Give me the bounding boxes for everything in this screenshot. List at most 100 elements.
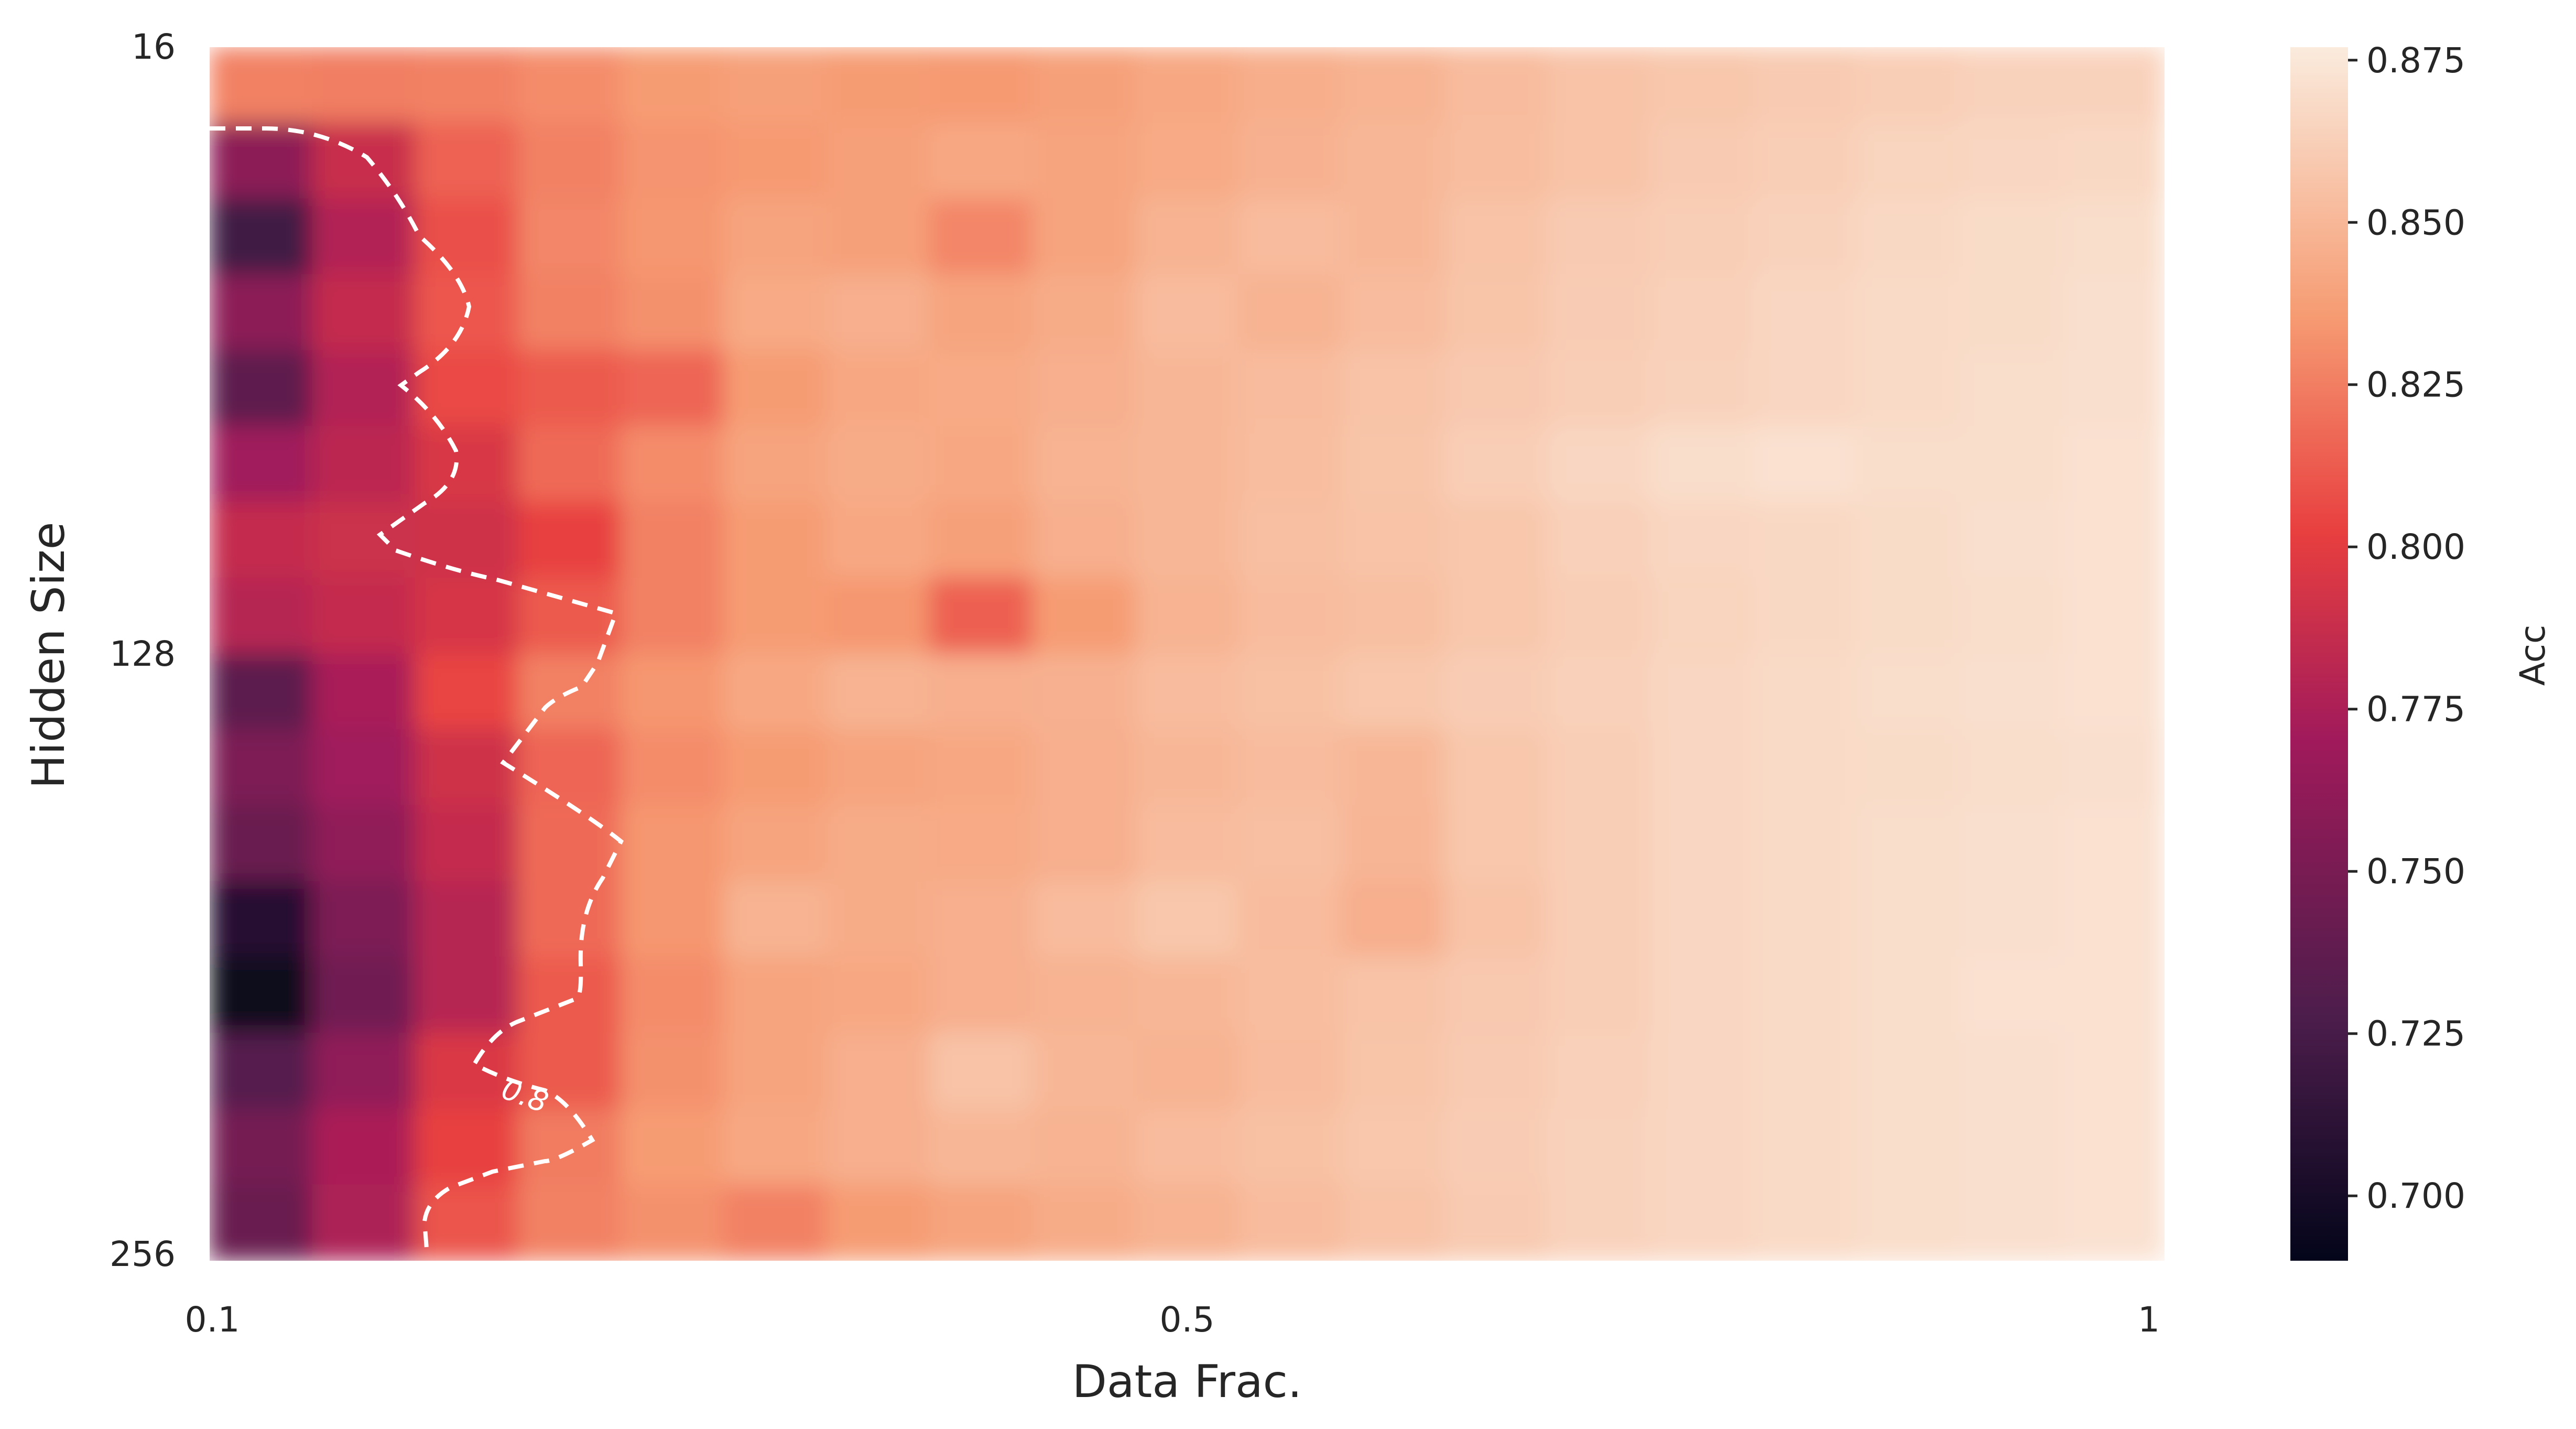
- heatmap-cell: [1135, 122, 1240, 200]
- heatmap-cell: [1649, 1108, 1754, 1186]
- heatmap-cell: [1649, 47, 1754, 124]
- heatmap-cell: [1135, 805, 1240, 882]
- heatmap-cell: [1341, 426, 1445, 503]
- heatmap-cell: [312, 653, 416, 731]
- heatmap-cell: [1443, 1184, 1548, 1261]
- heatmap-cell: [1855, 1108, 1960, 1186]
- x-tick-label-right: 1: [2138, 1300, 2160, 1340]
- heatmap-cell: [1032, 577, 1136, 655]
- heatmap-cell: [621, 957, 725, 1034]
- heatmap-cell: [621, 1108, 725, 1186]
- heatmap-cell: [2061, 577, 2165, 655]
- heatmap-cell: [312, 122, 416, 200]
- heatmap-cell: [517, 1032, 622, 1110]
- heatmap-cell: [517, 729, 622, 806]
- colorbar: 0.700 0.725 0.750 0.775 0.800 0.825 0.850 0.875…: [2290, 40, 2553, 1261]
- heatmap-cell: [621, 122, 725, 200]
- heatmap-cell: [210, 47, 313, 124]
- heatmap-cell: [723, 1032, 828, 1110]
- heatmap-cell: [621, 1032, 725, 1110]
- heatmap-cell: [1752, 957, 1856, 1034]
- colorbar-tick-label: 0.725: [2366, 1014, 2465, 1054]
- heatmap-cell: [1855, 274, 1960, 351]
- heatmap-cell: [1649, 805, 1754, 882]
- heatmap-cell: [1238, 274, 1342, 351]
- heatmap-cell: [415, 502, 519, 579]
- heatmap-cell: [621, 198, 725, 276]
- heatmap-cell: [210, 426, 313, 503]
- heatmap-cell: [1547, 502, 1651, 579]
- heatmap-cell: [1752, 350, 1856, 427]
- heatmap-cell: [723, 47, 828, 124]
- heatmap-cell: [1958, 729, 2062, 806]
- heatmap-cell: [1547, 1184, 1651, 1261]
- heatmap-cell: [621, 653, 725, 731]
- heatmap-cell: [2061, 729, 2165, 806]
- heatmap-cell: [1341, 502, 1445, 579]
- heatmap-cell: [517, 47, 622, 124]
- heatmap-cell: [1135, 653, 1240, 731]
- heatmap-cell: [517, 198, 622, 276]
- heatmap-cell: [1752, 274, 1856, 351]
- heatmap-cell: [1855, 502, 1960, 579]
- heatmap-cell: [210, 274, 313, 351]
- plot-area: 0.8: [210, 47, 2165, 1261]
- heatmap-cell: [1958, 805, 2062, 882]
- heatmap-cell: [621, 502, 725, 579]
- heatmap-cell: [1238, 1032, 1342, 1110]
- heatmap-cell: [1958, 1108, 2062, 1186]
- heatmap-cell: [621, 729, 725, 806]
- heatmap-cell: [723, 1108, 828, 1186]
- heatmap-cell: [826, 426, 931, 503]
- heatmap-cell: [1649, 729, 1754, 806]
- heatmap-cell: [1752, 426, 1856, 503]
- colorbar-title: Acc: [2513, 625, 2553, 686]
- heatmap-cell: [621, 47, 725, 124]
- x-tick-label-left: 0.1: [185, 1300, 240, 1340]
- heatmap-cell: [1855, 1032, 1960, 1110]
- heatmap-cell: [312, 47, 416, 124]
- heatmap-cell: [723, 577, 828, 655]
- heatmap-cell: [1032, 1184, 1136, 1261]
- heatmap-cell: [1032, 47, 1136, 124]
- heatmap-cell: [1032, 122, 1136, 200]
- heatmap-cell: [723, 426, 828, 503]
- heatmap-cell: [826, 805, 931, 882]
- heatmap-cell: [1649, 274, 1754, 351]
- heatmap-cell: [1238, 729, 1342, 806]
- heatmap-cell: [826, 729, 931, 806]
- heatmap-cell: [2061, 198, 2165, 276]
- heatmap-cell: [1547, 653, 1651, 731]
- colorbar-tick-label: 0.875: [2366, 40, 2465, 81]
- heatmap-cell: [1341, 653, 1445, 731]
- heatmap-cell: [1032, 274, 1136, 351]
- heatmap-cell: [312, 1184, 416, 1261]
- heatmap-cell: [415, 426, 519, 503]
- heatmap-cell: [1855, 653, 1960, 731]
- heatmap-cell: [929, 274, 1034, 351]
- heatmap-cell: [1547, 47, 1651, 124]
- heatmap-cell: [1032, 653, 1136, 731]
- heatmap-cell: [210, 122, 313, 200]
- heatmap-cell: [1341, 350, 1445, 427]
- heatmap-cell: [723, 729, 828, 806]
- heatmap-cell: [415, 957, 519, 1034]
- colorbar-tick-label: 0.850: [2366, 202, 2465, 243]
- heatmap-cell: [2061, 350, 2165, 427]
- contour-line-0.8: [210, 126, 624, 1256]
- heatmap-cell: [723, 957, 828, 1034]
- heatmap-cell: [517, 274, 622, 351]
- colorbar-tick-label: 0.750: [2366, 851, 2465, 892]
- heatmap-cell: [1238, 1184, 1342, 1261]
- heatmap-cell: [929, 1184, 1034, 1261]
- heatmap-cell: [1135, 881, 1240, 958]
- heatmap-cell: [1341, 577, 1445, 655]
- heatmap-cell: [415, 350, 519, 427]
- heatmap-cell: [1855, 122, 1960, 200]
- heatmap-cell: [1649, 1032, 1754, 1110]
- heatmap-cell: [1238, 957, 1342, 1034]
- heatmap-cell: [312, 577, 416, 655]
- heatmap-cell: [621, 577, 725, 655]
- heatmap-cell: [312, 881, 416, 958]
- heatmap-cell: [1443, 881, 1548, 958]
